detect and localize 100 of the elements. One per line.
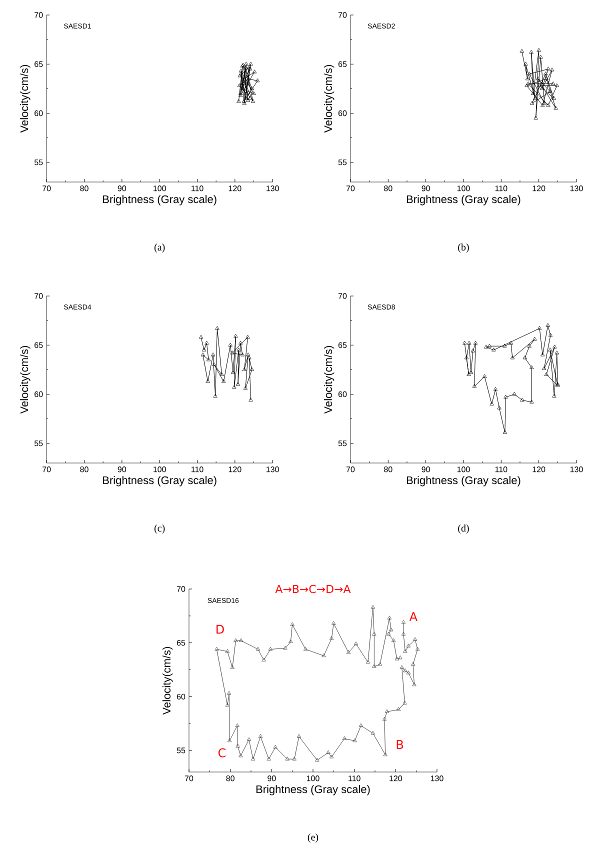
point [497,406,502,410]
annotation: A [409,612,418,621]
text: (d) [458,524,469,534]
x-tick-label: 110 [191,186,204,192]
point [537,326,542,330]
point [464,355,469,360]
point [552,96,556,100]
point [546,102,550,107]
point [527,72,532,76]
point [520,398,524,402]
x-tick-label: 100 [154,466,166,472]
y-tick-label: 70 [34,12,43,18]
point [238,93,243,97]
point [252,70,257,74]
x-tick-label: 80 [80,466,88,472]
point [202,348,206,352]
y-axis-title: Velocity(cm/s) [162,646,173,715]
point [240,77,245,82]
x-tick-label: 130 [430,776,444,782]
point [484,344,488,348]
x-tick-label: 80 [384,186,392,192]
x-tick-label: 90 [422,466,430,472]
point [534,116,538,120]
x-tick-label: 70 [42,186,51,192]
point [540,352,545,356]
x-tick-label: 110 [495,466,508,472]
point [466,372,471,376]
y-tick-label: 70 [176,586,186,592]
point [200,352,206,356]
point [244,66,248,70]
y-tick-label: 60 [338,391,347,398]
x-tick-label: 100 [306,776,320,782]
x-tick-label: 110 [348,776,360,782]
x-axis-title: Brightness (Gray scale) [103,476,216,486]
x-tick-label: 90 [422,186,430,192]
y-tick-label: 60 [338,110,347,116]
point [512,392,516,396]
point [250,367,254,371]
y-tick-label: 55 [34,160,43,166]
y-axis-title: Velocity(cm/s) [20,64,30,133]
point [529,50,534,54]
annotation: B [396,740,404,749]
point [532,336,537,341]
point [552,344,557,348]
point [467,340,472,344]
y-tick-label: 70 [34,293,43,299]
x-tick-label: 130 [570,186,583,192]
x-tick-label: 100 [457,186,470,192]
y-tick-label: 55 [338,440,347,446]
x-tick-label: 110 [191,466,204,472]
point [550,68,554,72]
y-tick-label: 60 [34,391,43,398]
point [228,342,233,346]
point [238,91,243,95]
point [502,344,507,348]
x-axis-title: Brightness (Gray scale) [406,476,520,486]
point [220,372,224,376]
point [536,76,540,80]
text: (b) [458,244,469,253]
point [490,402,494,406]
point [243,96,248,100]
x-axis-title: Brightness (Gray scale) [256,785,370,796]
point [552,394,556,398]
point [240,86,245,90]
x-tick-label: 130 [266,466,279,472]
point [244,91,248,95]
point [546,66,550,70]
point [206,357,211,362]
point [236,382,240,386]
point [206,379,210,383]
point [537,83,542,88]
point [237,83,242,88]
point [540,102,545,107]
point [554,83,560,88]
point [247,64,252,68]
x-tick-label: 80 [80,186,88,192]
point [493,386,498,391]
annotation: D [216,624,224,634]
point [245,81,250,86]
x-tick-label: 100 [154,186,166,192]
y-axis-title: Velocity(cm/s) [324,346,334,414]
y-axis-title: Velocity(cm/s) [20,346,30,414]
point [238,74,242,78]
x-tick-label: 120 [228,186,242,192]
point [244,62,248,66]
point [242,367,246,371]
point [492,348,496,352]
point [246,352,250,356]
point [538,54,543,59]
point [213,394,218,398]
point [531,91,536,95]
point [544,72,548,76]
point [530,400,534,404]
x-axis-title: Brightness (Gray scale) [406,195,520,206]
y-tick-label: 55 [34,440,43,446]
text: (c) [154,524,165,534]
point [236,348,241,352]
point [248,66,252,70]
text: (e) [308,834,318,843]
point [548,348,552,352]
